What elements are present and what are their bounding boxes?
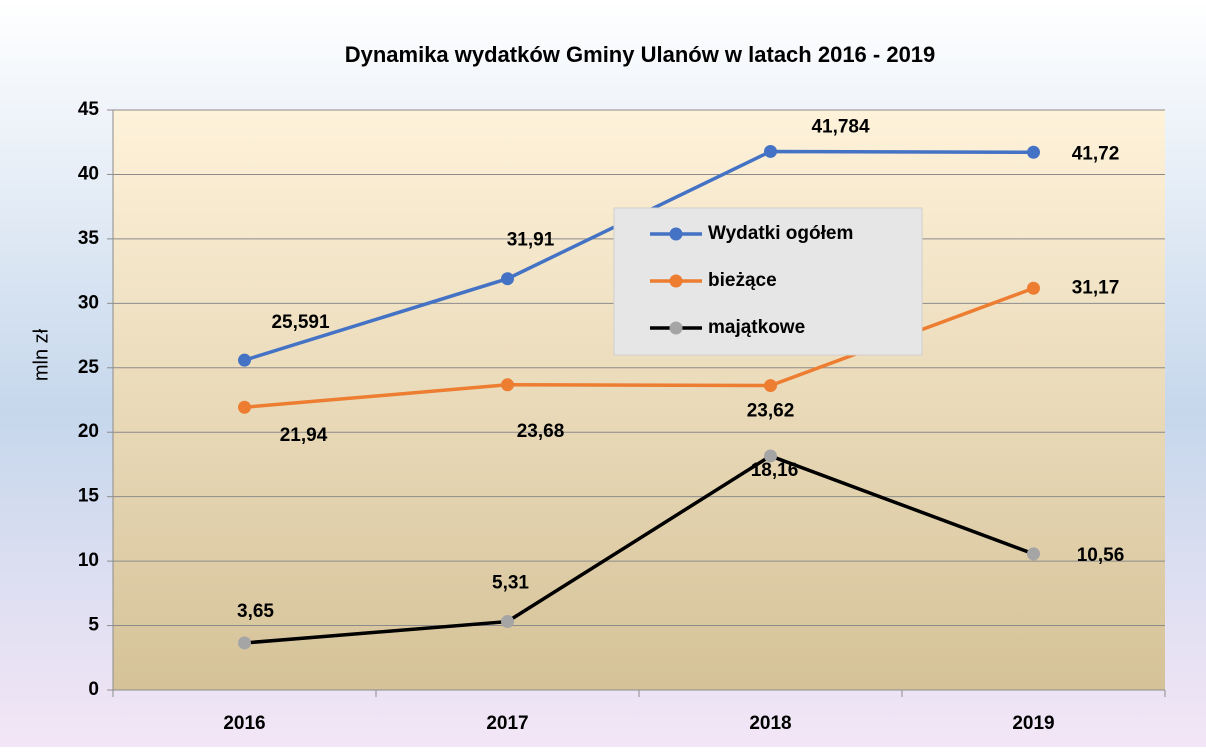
legend-label: majątkowe <box>708 317 805 338</box>
data-label: 23,62 <box>747 401 795 422</box>
data-label: 41,784 <box>811 116 870 137</box>
legend: Wydatki ogółem bieżące majątkowe <box>613 207 923 356</box>
data-label: 23,68 <box>517 421 565 442</box>
x-tick-label: 2019 <box>1012 713 1054 734</box>
y-tick-label: 45 <box>78 99 100 120</box>
point-marker <box>764 144 777 158</box>
point-marker <box>238 400 251 414</box>
legend-marker <box>669 227 683 241</box>
legend-label: bieżące <box>708 270 777 291</box>
y-tick-label: 10 <box>78 550 99 571</box>
y-tick-label: 0 <box>88 679 99 700</box>
point-marker <box>1027 281 1040 295</box>
data-label: 21,94 <box>280 425 328 446</box>
data-label: 31,91 <box>507 230 555 251</box>
x-tick-label: 2018 <box>749 713 791 734</box>
data-label: 3,65 <box>237 601 274 622</box>
point-marker <box>238 353 251 367</box>
legend-marker <box>669 274 683 288</box>
data-label: 18,16 <box>751 460 799 481</box>
y-tick-label: 40 <box>78 163 99 184</box>
point-marker <box>501 272 514 286</box>
legend-marker <box>669 321 683 335</box>
y-tick-label: 30 <box>78 292 99 313</box>
chart-title: Dynamika wydatków Gminy Ulanów w latach … <box>345 42 936 67</box>
y-tick-label: 20 <box>78 421 99 442</box>
y-tick-label: 15 <box>78 486 100 507</box>
data-label: 10,56 <box>1077 545 1125 566</box>
x-tick-label: 2017 <box>486 713 528 734</box>
data-label: 25,591 <box>271 312 330 333</box>
point-marker <box>1027 547 1040 561</box>
y-tick-label: 25 <box>78 357 100 378</box>
point-marker <box>764 379 777 393</box>
data-label: 31,17 <box>1072 277 1120 298</box>
legend-label: Wydatki ogółem <box>708 223 853 244</box>
series-line <box>244 453 1035 645</box>
point-marker <box>1027 145 1040 159</box>
y-axis-label: mln zł <box>30 328 52 381</box>
point-marker <box>501 378 514 392</box>
y-tick-label: 35 <box>78 228 100 249</box>
point-marker <box>764 449 777 463</box>
plot-area <box>113 110 1165 690</box>
point-marker <box>501 615 514 629</box>
y-tick-label: 5 <box>88 615 99 636</box>
x-tick-label: 2016 <box>223 713 265 734</box>
data-label: 5,31 <box>492 573 529 594</box>
data-label: 41,72 <box>1072 143 1120 164</box>
point-marker <box>238 636 251 650</box>
